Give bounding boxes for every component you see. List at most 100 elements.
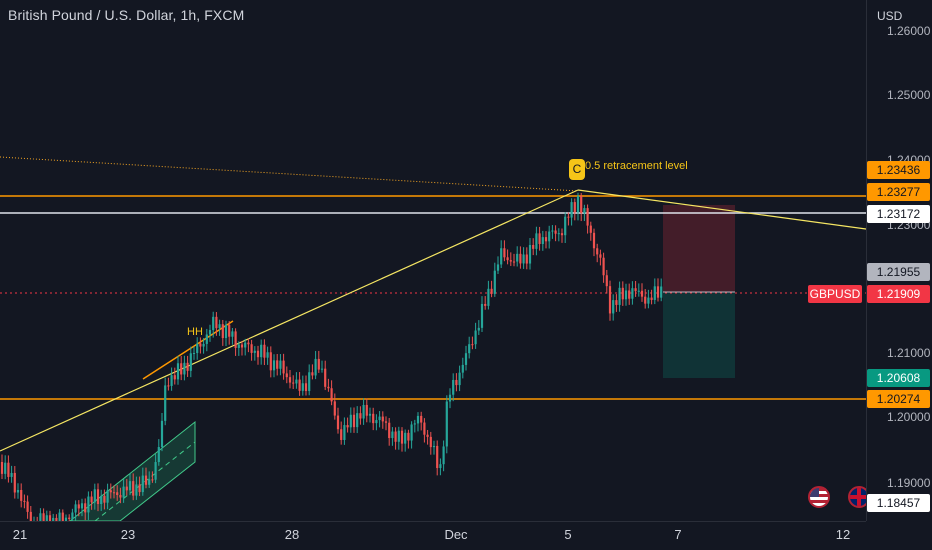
candle-body bbox=[199, 343, 202, 347]
candle-body bbox=[45, 515, 48, 521]
symbol-tag[interactable]: GBPUSD bbox=[808, 285, 862, 303]
time-label: 28 bbox=[284, 527, 300, 542]
candle-body bbox=[144, 475, 148, 485]
candle-body bbox=[500, 248, 503, 265]
stop-zone[interactable] bbox=[663, 205, 735, 292]
price-label-121955[interactable]: 1.21955 bbox=[867, 263, 930, 281]
candle-body bbox=[660, 286, 663, 298]
candle-body bbox=[167, 385, 170, 387]
candle-body bbox=[420, 415, 423, 423]
hh-trendline[interactable] bbox=[142, 320, 234, 380]
candle-body bbox=[330, 388, 333, 402]
candle-body bbox=[93, 489, 96, 503]
candle-body bbox=[164, 385, 167, 421]
candle-body bbox=[132, 481, 135, 496]
price-label-123436[interactable]: 1.23436 bbox=[867, 161, 930, 179]
candle-body bbox=[160, 420, 164, 448]
hh-label[interactable]: HH bbox=[187, 326, 203, 338]
candle-body bbox=[653, 286, 656, 300]
c-marker[interactable]: C bbox=[569, 159, 585, 180]
candle-body bbox=[567, 216, 570, 218]
price-label-121909[interactable]: 1.21909 bbox=[867, 285, 930, 303]
candle-body bbox=[551, 230, 554, 232]
candle-body bbox=[320, 368, 324, 370]
candle-body bbox=[0, 462, 4, 474]
candle-body bbox=[218, 324, 221, 329]
candle-body bbox=[429, 436, 432, 448]
time-label: 7 bbox=[674, 527, 682, 542]
price-tick: 1.19000 bbox=[887, 476, 931, 490]
candle-body bbox=[365, 404, 368, 416]
candle-body bbox=[100, 495, 103, 505]
candle-body bbox=[157, 447, 160, 463]
target-zone[interactable] bbox=[663, 292, 735, 378]
chart-area[interactable]: British Pound / U.S. Dollar, 1h, FXCM HH… bbox=[0, 0, 866, 521]
candle-body bbox=[327, 386, 330, 389]
candle-body bbox=[352, 414, 356, 428]
candle-body bbox=[135, 484, 138, 496]
candle-body bbox=[359, 413, 362, 419]
candle-body bbox=[125, 486, 128, 491]
candle-body bbox=[644, 296, 647, 304]
candle-body bbox=[410, 424, 413, 441]
candle-body bbox=[490, 288, 493, 294]
price-label-120274[interactable]: 1.20274 bbox=[867, 390, 930, 408]
candle-body bbox=[20, 489, 23, 501]
candle-body bbox=[260, 344, 263, 358]
time-axis[interactable]: 21 23 28 Dec 5 7 12 bbox=[0, 521, 866, 550]
candle-body bbox=[234, 331, 237, 348]
candle-body bbox=[141, 475, 144, 493]
candle-body bbox=[64, 517, 68, 521]
candle-body bbox=[496, 264, 500, 271]
candle-body bbox=[474, 330, 477, 345]
candle-body bbox=[151, 479, 154, 481]
candle-body bbox=[340, 429, 343, 440]
candle-body bbox=[109, 490, 112, 493]
rising-trendline[interactable] bbox=[0, 189, 579, 452]
candle-body bbox=[285, 373, 288, 378]
candle-body bbox=[301, 383, 304, 391]
candle-body bbox=[311, 372, 314, 376]
candle-body bbox=[304, 383, 308, 392]
candle-body bbox=[464, 353, 468, 365]
candle-body bbox=[624, 290, 628, 300]
us-flag-icon[interactable] bbox=[808, 486, 830, 508]
candle-body bbox=[42, 513, 45, 521]
uk-flag-cross-h bbox=[850, 495, 866, 499]
candle-body bbox=[455, 379, 458, 386]
candle-body bbox=[372, 413, 375, 424]
currency-label[interactable]: USD bbox=[877, 9, 903, 23]
candle-body bbox=[317, 358, 320, 370]
price-tick: 1.20000 bbox=[887, 410, 931, 424]
price-label-118457[interactable]: 1.18457 bbox=[867, 494, 930, 512]
candle-body bbox=[119, 495, 122, 498]
chart-canvas[interactable] bbox=[0, 0, 866, 521]
candle-body bbox=[74, 504, 77, 513]
candle-body bbox=[573, 202, 576, 213]
uk-flag-icon[interactable] bbox=[848, 486, 866, 508]
candle-body bbox=[26, 501, 29, 512]
descending-trendline[interactable] bbox=[577, 189, 866, 230]
candle-body bbox=[612, 300, 615, 314]
candle-body bbox=[384, 421, 388, 423]
candle-body bbox=[269, 352, 272, 371]
candle-body bbox=[276, 360, 279, 369]
time-label: 5 bbox=[564, 527, 572, 542]
retracement-label[interactable]: 0.5 retracement level bbox=[585, 160, 688, 172]
candle-body bbox=[58, 512, 61, 521]
price-axis[interactable]: USD 1.26000 1.25000 1.24000 1.23000 1.21… bbox=[866, 0, 932, 521]
price-label-123172[interactable]: 1.23172 bbox=[867, 205, 930, 223]
candle-body bbox=[112, 492, 116, 494]
candle-body bbox=[548, 231, 551, 242]
candle-body bbox=[189, 353, 192, 371]
price-label-120608[interactable]: 1.20608 bbox=[867, 369, 930, 387]
candle-body bbox=[346, 425, 349, 428]
candle-body bbox=[586, 208, 589, 226]
candle-body bbox=[640, 290, 644, 297]
price-label-123277[interactable]: 1.23277 bbox=[867, 183, 930, 201]
dotted-trendline[interactable] bbox=[0, 156, 579, 192]
candle-body bbox=[128, 481, 132, 491]
candle-body bbox=[432, 445, 436, 448]
candle-body bbox=[103, 495, 106, 503]
candle-body bbox=[423, 422, 426, 435]
